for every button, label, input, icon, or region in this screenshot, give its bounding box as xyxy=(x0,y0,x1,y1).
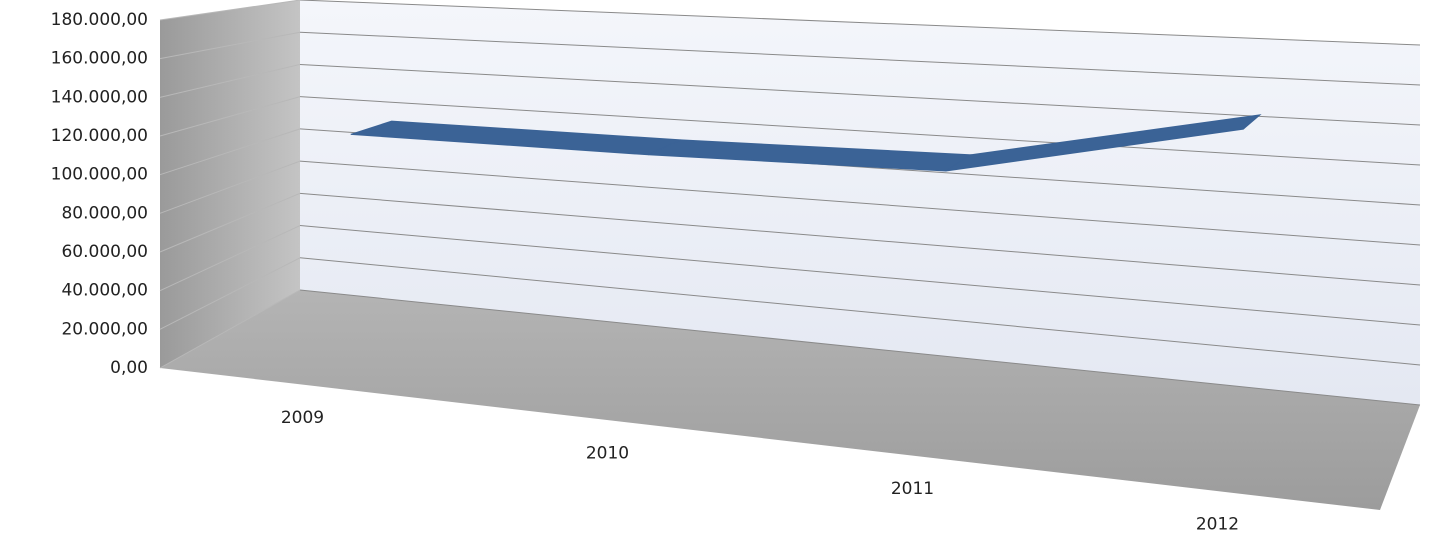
grid-line xyxy=(299,257,1421,366)
side-grid-line xyxy=(159,160,301,214)
ribbon-segment xyxy=(945,114,1262,172)
back-wall xyxy=(300,0,1420,405)
side-grid-line xyxy=(159,31,301,60)
grid-line xyxy=(299,225,1421,326)
side-grid-line xyxy=(159,96,301,137)
y-tick-label: 120.000,00 xyxy=(51,126,148,146)
x-tick-label: 2010 xyxy=(586,443,629,463)
y-tick-label: 40.000,00 xyxy=(61,281,148,301)
side-grid-line xyxy=(159,128,301,176)
y-tick-label: 140.000,00 xyxy=(51,87,148,107)
grid-line xyxy=(299,289,1421,406)
y-tick-label: 160.000,00 xyxy=(51,49,148,69)
y-tick-label: 80.000,00 xyxy=(61,203,148,223)
grid-line xyxy=(299,31,1421,86)
side-grid-line xyxy=(159,257,301,330)
x-tick-label: 2009 xyxy=(281,408,324,428)
x-tick-label: 2011 xyxy=(891,479,934,499)
floor xyxy=(160,290,1420,510)
side-grid-line xyxy=(159,192,301,253)
side-grid-line xyxy=(159,225,301,292)
grid-line xyxy=(299,192,1421,286)
side-grid-line xyxy=(159,289,301,369)
y-tick-label: 60.000,00 xyxy=(61,242,148,262)
grid-line xyxy=(299,63,1421,126)
y-tick-label: 0,00 xyxy=(110,358,148,378)
side-grid-line xyxy=(159,0,301,21)
grid-line xyxy=(299,0,1421,46)
y-tick-label: 20.000,00 xyxy=(61,319,148,339)
side-grid-line xyxy=(159,63,301,98)
grid-line xyxy=(299,96,1421,166)
x-tick-label: 2012 xyxy=(1196,514,1239,534)
grid-line xyxy=(299,160,1421,246)
y-tick-label: 100.000,00 xyxy=(51,165,148,185)
y-tick-label: 180.000,00 xyxy=(51,10,148,30)
